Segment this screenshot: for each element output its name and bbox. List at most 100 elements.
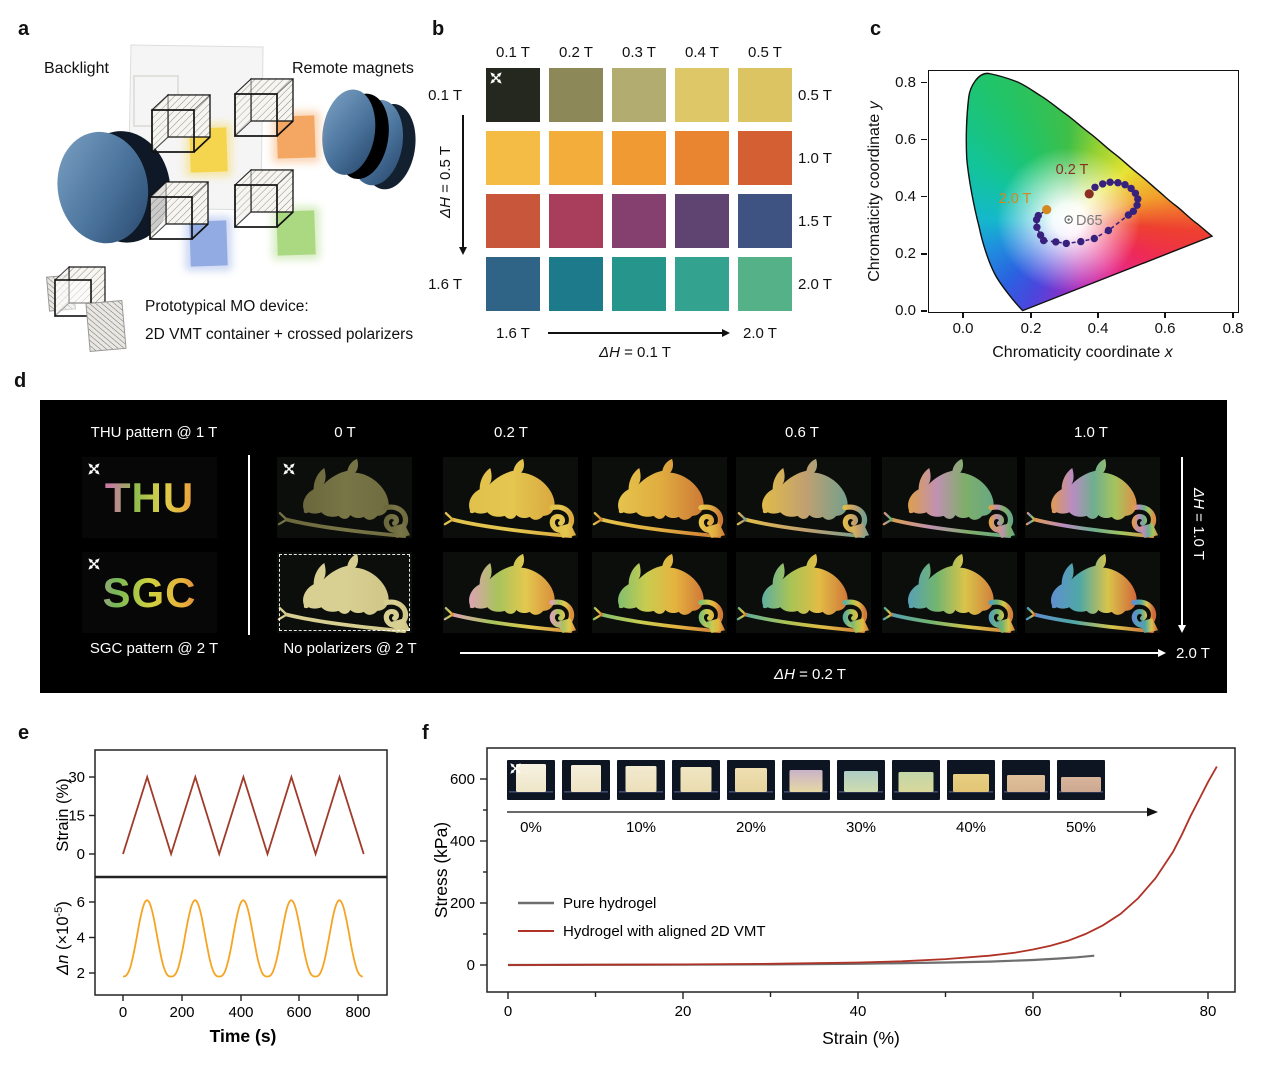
field-row-start-label: 0.1 T <box>428 87 462 104</box>
trajectory-data-point <box>1134 195 1142 203</box>
hydrogel-block <box>1007 775 1045 792</box>
inset-strain-label: 0% <box>520 819 542 836</box>
chameleon-tail <box>698 599 724 629</box>
color-trajectory <box>1032 178 1142 248</box>
y-tick <box>921 138 927 141</box>
yellow-color-film <box>189 127 228 173</box>
branch-fork <box>882 511 894 526</box>
leaf <box>390 618 411 633</box>
strain-tick-label: 20 <box>675 1003 692 1020</box>
branch <box>743 517 866 538</box>
field-color-swatch <box>549 68 603 122</box>
mo-device-caption-line2: 2D VMT container + crossed polarizers <box>145 326 414 343</box>
leaf <box>849 618 870 633</box>
field-color-swatch <box>549 131 603 185</box>
branch <box>1032 517 1155 538</box>
x-tick <box>1232 312 1234 318</box>
y-tick-label: 0.4 <box>895 188 916 205</box>
chameleon-image <box>443 457 578 538</box>
chameleon-image <box>592 457 727 538</box>
remote-magnets-label: Remote magnets <box>292 60 414 77</box>
branch-fork <box>443 606 455 621</box>
d65-center-dot <box>1067 218 1070 221</box>
branch-fork <box>277 511 289 526</box>
branch <box>889 517 1012 538</box>
y-tick <box>921 195 927 198</box>
chromaticity-diagram: 0.2 T 2.0 T D65 <box>928 70 1239 313</box>
field-step-label-vertical: ΔH = 0.5 T <box>437 114 454 250</box>
stress-tick-label: 600 <box>450 771 475 788</box>
crossed-polarizers-icon <box>282 462 296 476</box>
branch <box>599 517 722 538</box>
chameleon-tail <box>988 599 1014 629</box>
sgc-pattern-image: SGC <box>82 552 217 633</box>
chameleon-image <box>882 552 1017 633</box>
y-tick <box>921 253 927 255</box>
trajectory-data-point <box>1121 181 1129 189</box>
vmt-hydrogel-curve <box>507 766 1218 966</box>
trajectory-data-point <box>1114 179 1122 187</box>
panel-letter-d: d <box>14 370 27 392</box>
inset-strain-label: 40% <box>956 819 986 836</box>
hydrogel-block <box>680 767 712 792</box>
thu-pattern-image: THU <box>82 457 217 538</box>
chameleon-image <box>736 552 871 633</box>
delta-h-symbol: ΔH <box>774 666 795 683</box>
field-color-swatch <box>612 131 666 185</box>
branch-fork <box>443 511 455 526</box>
chameleon-tail <box>1131 504 1157 534</box>
chameleon-tail <box>1131 599 1157 629</box>
chameleon-body <box>303 553 389 615</box>
stress-tick-label: 400 <box>450 833 475 850</box>
panel-letter-b: b <box>432 18 445 40</box>
d65-label: D65 <box>1076 213 1103 229</box>
chameleon-body <box>618 553 704 615</box>
x-tick-label: 0.8 <box>1222 320 1244 337</box>
chameleon-tail <box>549 599 575 629</box>
field-color-swatch <box>612 194 666 248</box>
x-tick <box>962 312 964 318</box>
chromaticity-overlay: 0.2 T 2.0 T D65 <box>965 72 1214 312</box>
sgc-pattern-text: SGC <box>82 552 217 633</box>
dn-superscript: -5 <box>53 907 65 917</box>
axis-ticks <box>480 778 1209 999</box>
leaf <box>705 618 726 633</box>
chameleon-image <box>882 457 1017 538</box>
backlight-label: Backlight <box>44 60 109 77</box>
stress-tick-label: 200 <box>450 895 475 912</box>
x-tick-label: 0.6 <box>1154 320 1176 337</box>
chameleon-body <box>762 458 848 520</box>
branch <box>1032 612 1155 633</box>
bottom-range-end: 2.0 T <box>743 325 777 342</box>
pattern-display-panel: THU pattern @ 1 T 0 T 0.2 T 0.6 T 1.0 T … <box>40 400 1227 693</box>
chameleon-image <box>277 552 412 633</box>
x-tick-label: 0.2 <box>1020 320 1042 337</box>
field-color-swatch <box>738 131 792 185</box>
y-tick-label: 0.6 <box>895 131 916 148</box>
field-col-header: 0.4 T <box>685 44 719 61</box>
delta-h-value: = 0.1 T <box>619 344 671 361</box>
field-color-swatch <box>738 257 792 311</box>
arrow-head-right-icon <box>722 328 730 337</box>
field-color-swatch <box>675 131 729 185</box>
vmt-container-cube-2 <box>233 77 295 138</box>
branch-fork <box>736 511 748 526</box>
field-sweep-arrow <box>460 652 1160 654</box>
dn-tick-label: 2 <box>77 965 85 982</box>
hydrogel-block <box>735 768 767 792</box>
hydrogel-block <box>789 770 823 792</box>
x-tick <box>1164 312 1166 318</box>
leaf <box>556 523 577 538</box>
time-tick-label: 800 <box>345 1004 370 1021</box>
leaf <box>995 523 1016 538</box>
chromaticity-y-axis-label: Chromaticity coordinate y <box>866 71 884 312</box>
hydrogel-block <box>898 772 934 792</box>
chameleon-tail <box>842 504 868 534</box>
legend-label-vmt-hydrogel: Hydrogel with aligned 2D VMT <box>563 923 766 940</box>
branch-fork <box>277 606 289 621</box>
field-row-end-label: 1.6 T <box>428 276 462 293</box>
trajectory-data-point <box>1062 239 1070 248</box>
trajectory-data-point <box>1106 178 1114 186</box>
trajectory-start-point <box>1084 189 1094 199</box>
trajectory-data-point <box>1033 223 1041 231</box>
